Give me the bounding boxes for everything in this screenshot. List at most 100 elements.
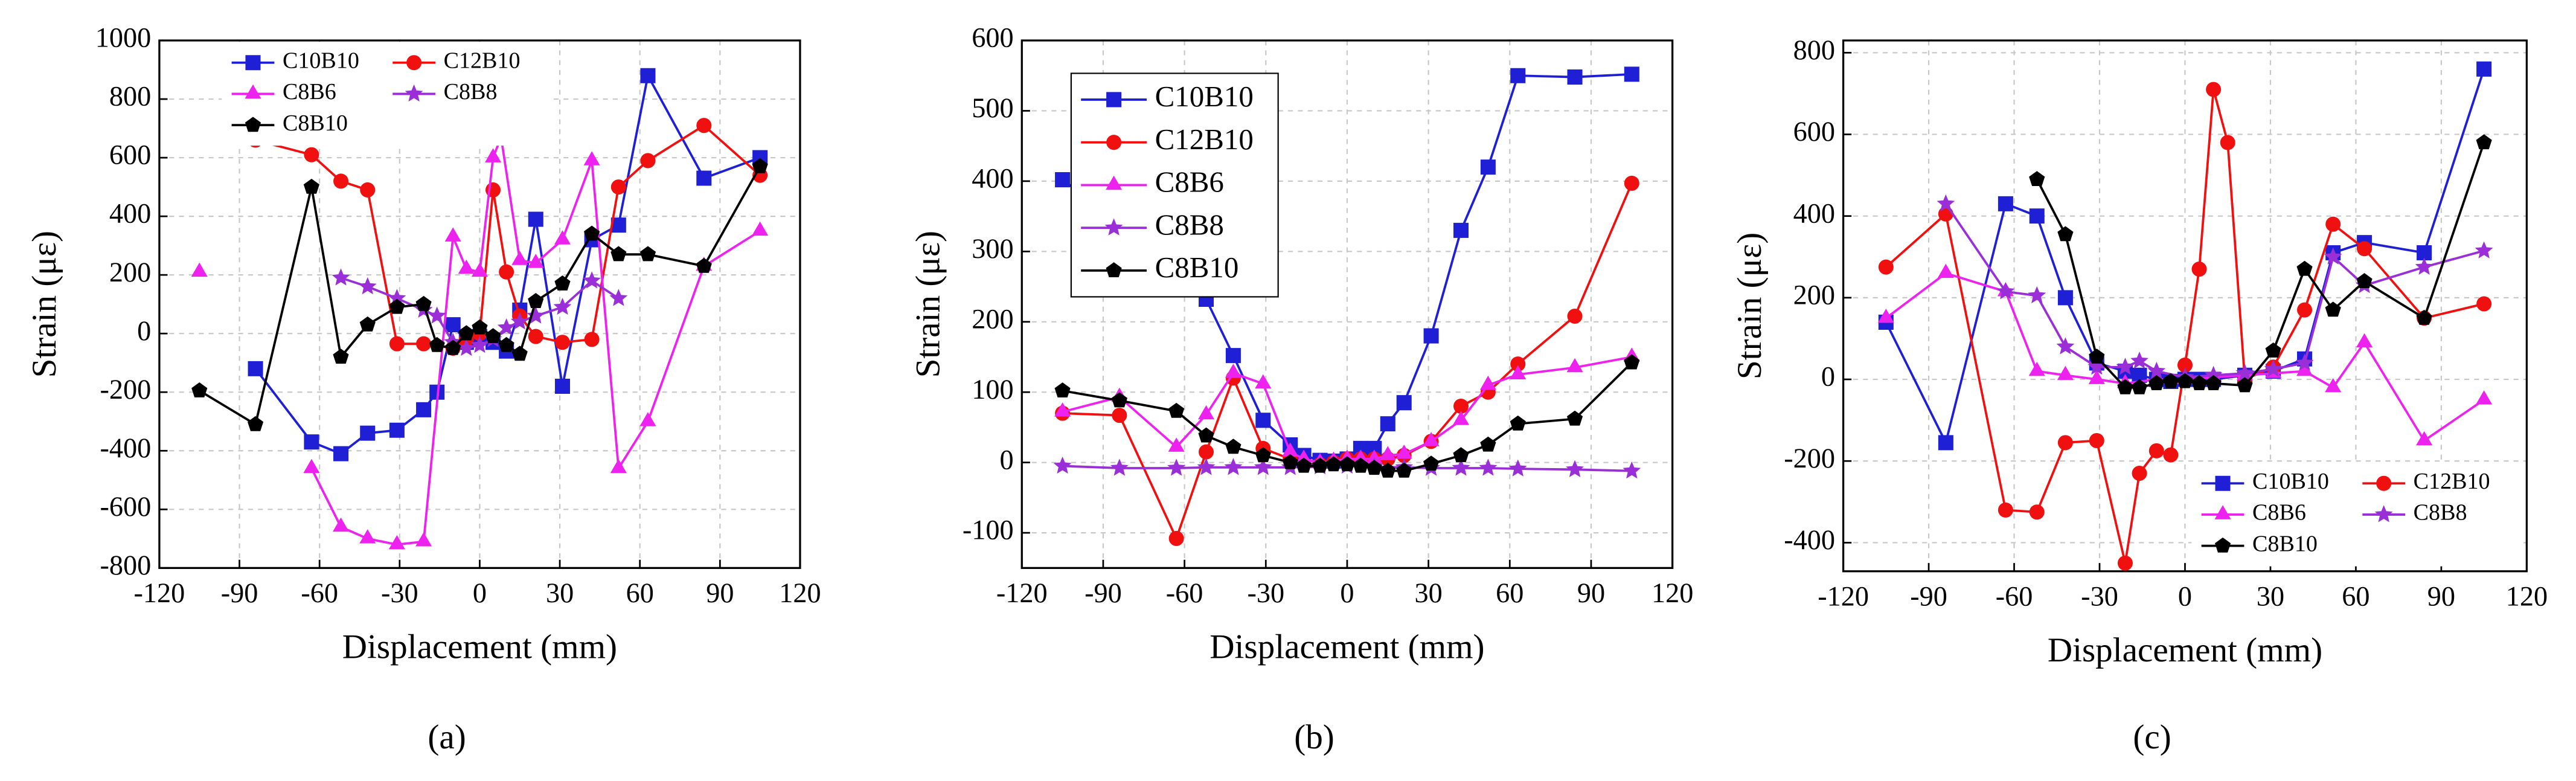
marker — [2057, 290, 2073, 306]
marker — [2117, 555, 2133, 571]
marker — [610, 246, 627, 262]
marker — [2087, 358, 2106, 375]
marker — [429, 336, 445, 352]
marker — [752, 221, 769, 236]
marker — [1224, 458, 1243, 475]
legend-marker — [406, 55, 422, 71]
marker — [1380, 462, 1396, 478]
marker — [1567, 308, 1583, 324]
series-line — [310, 132, 761, 546]
legend-label: C8B8 — [444, 79, 498, 104]
marker — [2325, 216, 2341, 232]
marker — [584, 225, 600, 241]
marker — [304, 147, 319, 162]
y-tick-label: 300 — [972, 234, 1013, 265]
marker — [389, 336, 405, 352]
marker — [1352, 449, 1369, 464]
legend-box — [2191, 463, 2523, 567]
marker — [639, 246, 656, 262]
legend-marker — [1106, 92, 1122, 108]
marker — [2356, 273, 2373, 288]
marker — [445, 339, 461, 355]
y-tick-label: 800 — [1793, 35, 1835, 66]
legend-label: C8B6 — [1155, 166, 1224, 199]
marker — [1295, 449, 1312, 464]
marker — [359, 316, 376, 332]
marker — [1255, 413, 1271, 428]
series-line — [255, 124, 761, 350]
marker — [2057, 226, 2074, 242]
marker — [2131, 379, 2148, 394]
marker — [1566, 358, 1583, 373]
marker — [1396, 462, 1412, 478]
marker — [332, 517, 350, 532]
marker — [2117, 379, 2133, 394]
marker — [640, 153, 656, 169]
legend-label: C8B6 — [2252, 500, 2306, 525]
marker — [1624, 354, 1640, 370]
x-tick-label: -90 — [1910, 582, 1947, 612]
legend-marker — [1106, 262, 1122, 278]
marker — [640, 68, 656, 83]
marker — [1938, 206, 1953, 222]
marker — [1366, 460, 1382, 475]
marker — [470, 335, 489, 353]
marker — [1255, 447, 1271, 463]
marker — [2148, 375, 2165, 390]
marker — [1282, 442, 1299, 457]
marker — [2264, 359, 2283, 377]
marker — [2415, 257, 2433, 275]
marker — [388, 289, 406, 306]
marker — [1110, 458, 1129, 476]
marker — [1878, 259, 1894, 275]
marker — [1453, 222, 1469, 238]
marker — [553, 297, 572, 315]
legend-label: C12B10 — [444, 48, 521, 73]
legend-label: C10B10 — [1155, 80, 1254, 113]
marker — [2130, 351, 2148, 369]
marker — [333, 446, 349, 461]
marker — [389, 298, 405, 314]
y-axis-label: Strain (με) — [25, 231, 63, 378]
y-tick-label: 500 — [972, 93, 1013, 124]
marker — [1254, 458, 1272, 475]
y-tick-label: 800 — [109, 82, 151, 112]
legend-marker — [2374, 505, 2393, 522]
marker — [639, 412, 656, 426]
legend-label: C8B6 — [283, 79, 336, 104]
marker — [1198, 427, 1214, 443]
x-axis-label: Displacement (mm) — [342, 628, 617, 666]
marker — [2357, 241, 2373, 257]
marker — [248, 361, 263, 376]
marker — [416, 402, 432, 417]
marker — [1396, 395, 1412, 411]
marker — [1510, 356, 1526, 372]
marker — [2132, 466, 2147, 481]
y-tick-label: 0 — [1821, 362, 1835, 393]
marker — [1510, 415, 1526, 431]
marker — [1255, 374, 1272, 389]
x-tick-label: -90 — [1085, 578, 1122, 609]
marker — [1225, 364, 1242, 378]
marker — [1055, 172, 1071, 188]
marker — [458, 325, 475, 341]
marker — [415, 295, 432, 311]
marker — [1996, 282, 2015, 300]
marker — [1168, 402, 1185, 418]
legend-marker — [1106, 135, 1122, 150]
marker — [1938, 435, 1953, 451]
y-tick-label: -600 — [100, 492, 152, 522]
marker — [2265, 342, 2281, 358]
marker — [2475, 241, 2493, 259]
marker — [2147, 361, 2166, 379]
legend-marker — [245, 55, 261, 71]
legend-marker — [2376, 475, 2392, 491]
marker — [333, 349, 349, 364]
marker — [528, 211, 543, 227]
x-tick-label: 0 — [1340, 578, 1354, 609]
marker — [1312, 457, 1328, 473]
x-tick-label: -60 — [301, 578, 338, 609]
legend-marker — [405, 84, 423, 102]
